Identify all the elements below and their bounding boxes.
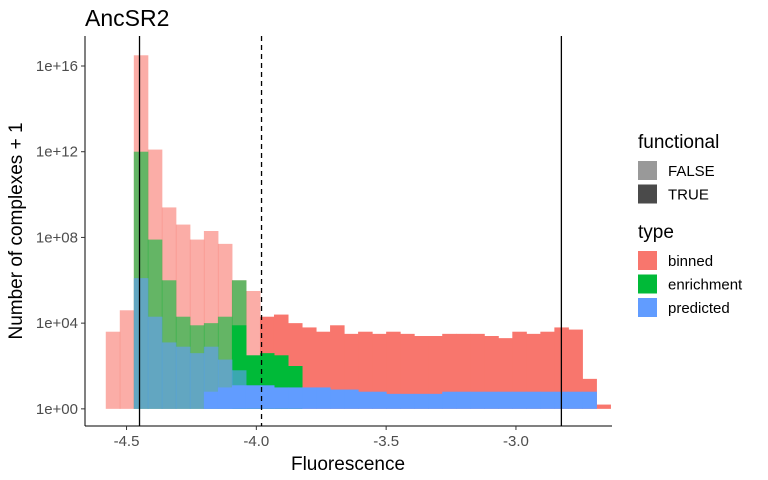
- bar-predicted-true: [259, 385, 275, 409]
- bar-binned-true: [540, 331, 555, 409]
- bar-predicted-true: [442, 391, 457, 409]
- legend-label-enrichment: enrichment: [668, 277, 743, 294]
- bar-binned-true: [330, 325, 345, 409]
- bar-binned-true: [526, 333, 541, 409]
- bar-predicted-true: [498, 391, 513, 409]
- bar-binned-true: [358, 331, 373, 409]
- bar-predicted-false: [189, 353, 205, 409]
- bar-predicted-true: [386, 393, 401, 409]
- bar-binned-true: [568, 329, 583, 409]
- bar-predicted-false: [161, 342, 177, 409]
- x-tick-label: -4.0: [243, 433, 269, 450]
- y-axis-ticks: 1e+00 1e+04 1e+08 1e+12 1e+16: [36, 58, 85, 418]
- legend-swatch-enrichment: [638, 274, 657, 294]
- legend-label-predicted: predicted: [668, 300, 730, 317]
- y-tick-label: 1e+12: [36, 144, 78, 161]
- bar-binned-true: [456, 333, 471, 409]
- bar-predicted-false: [147, 316, 163, 409]
- x-tick-label: -3.0: [503, 433, 529, 450]
- bar-binned-true: [498, 338, 513, 409]
- y-tick-label: 1e+16: [36, 58, 78, 75]
- bar-predicted-true: [358, 391, 373, 409]
- x-axis-ticks: -4.5 -4.0 -3.5 -3.0: [114, 426, 529, 450]
- bar-predicted-true: [302, 387, 317, 409]
- bar-binned-true: [512, 331, 527, 409]
- x-axis-title: Fluorescence: [291, 454, 405, 475]
- bar-predicted-true: [203, 391, 219, 409]
- bar-predicted-true: [512, 391, 527, 409]
- legend-title-functional: functional: [638, 132, 719, 153]
- bar-predicted-true: [316, 387, 331, 409]
- bar-binned-true: [596, 404, 611, 409]
- legend-swatch-predicted: [638, 298, 657, 317]
- legend-title-type: type: [638, 222, 674, 243]
- bar-binned-true: [414, 336, 429, 409]
- legend-swatch-binned: [638, 251, 657, 270]
- bar-binned-false: [105, 331, 121, 409]
- bar-binned-true: [442, 333, 457, 409]
- y-tick-label: 1e+00: [36, 401, 78, 418]
- bar-predicted-true: [330, 389, 345, 409]
- bar-predicted-true: [526, 391, 541, 409]
- bar-predicted-true: [428, 393, 443, 409]
- bar-predicted-true: [414, 393, 429, 409]
- bar-predicted-true: [231, 385, 247, 409]
- bar-predicted-true: [245, 385, 261, 409]
- x-tick-label: -4.5: [114, 433, 140, 450]
- bar-predicted-false: [175, 346, 191, 409]
- bar-predicted-true: [372, 391, 387, 409]
- legend-label-binned: binned: [668, 253, 713, 270]
- bar-predicted-true: [540, 391, 555, 409]
- y-tick-label: 1e+08: [36, 229, 78, 246]
- bar-predicted-true: [344, 389, 359, 409]
- reference-lines: [138, 36, 563, 426]
- legend-swatch-false: [638, 161, 657, 180]
- legend-swatch-true: [638, 184, 657, 204]
- bar-binned-true: [386, 331, 401, 409]
- bars-layer: [105, 55, 611, 409]
- y-tick-label: 1e+04: [36, 315, 78, 332]
- x-tick-label: -3.5: [373, 433, 399, 450]
- bar-binned-true: [400, 333, 415, 409]
- legend-label-false: FALSE: [668, 163, 715, 180]
- bar-binned-true: [372, 333, 387, 409]
- bar-predicted-true: [288, 387, 303, 409]
- bar-predicted-false: [133, 278, 149, 409]
- bar-predicted-true: [456, 391, 471, 409]
- legend-label-true: TRUE: [668, 187, 709, 204]
- bar-predicted-true: [568, 391, 583, 409]
- bar-predicted-true: [273, 387, 289, 409]
- bar-predicted-true: [400, 393, 415, 409]
- bar-binned-true: [470, 333, 485, 409]
- y-axis-title: Number of complexes + 1: [6, 122, 27, 339]
- bar-binned-true: [428, 336, 443, 409]
- bar-binned-false: [119, 310, 135, 409]
- chart-title: AncSR2: [85, 5, 169, 31]
- bar-predicted-true: [582, 391, 597, 409]
- bar-predicted-true: [484, 391, 499, 409]
- bar-predicted-true: [217, 387, 233, 409]
- bar-predicted-true: [470, 391, 485, 409]
- bar-binned-true: [484, 336, 499, 409]
- legend: functional FALSE TRUE type binned enrichment p…: [638, 132, 743, 317]
